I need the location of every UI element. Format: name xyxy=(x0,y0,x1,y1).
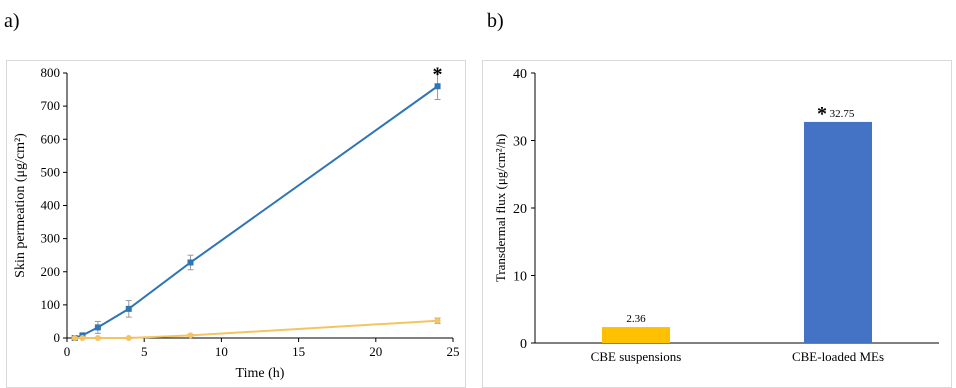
y-tick-label: 700 xyxy=(41,98,61,113)
data-point xyxy=(71,335,78,341)
data-point xyxy=(94,324,101,331)
data-point xyxy=(79,335,86,341)
significance-marker: * xyxy=(817,103,827,125)
transdermal-flux-chart: 0 10 20 30 40 Transdermal flux (μg/cm²/h) CBE … xyxy=(493,67,939,364)
x-axis-title: Time (h) xyxy=(236,366,285,381)
y-tick-label: 10 xyxy=(513,270,527,285)
data-point xyxy=(434,83,441,90)
bar-cbe-suspensions xyxy=(602,327,670,343)
y-tick-label: 40 xyxy=(513,67,527,82)
y-tick-label: 800 xyxy=(41,65,61,80)
value-label: 2.36 xyxy=(626,313,646,325)
x-tick-label: 20 xyxy=(369,344,382,359)
data-point xyxy=(187,332,194,339)
skin-permeation-chart: 0 100 200 300 400 500 600 700 800 0 5 10 15 20 25 Time … xyxy=(13,63,460,381)
data-point xyxy=(187,259,194,266)
x-tick-label: 15 xyxy=(292,344,305,359)
x-tick-label: 25 xyxy=(447,344,460,359)
y-tick-label: 600 xyxy=(41,131,61,146)
data-point xyxy=(125,305,132,312)
x-tick-label: 10 xyxy=(215,344,228,359)
data-point xyxy=(94,335,101,341)
y-tick-label: 100 xyxy=(41,297,61,312)
panel-a-label: a) xyxy=(4,10,20,32)
significance-marker: * xyxy=(433,63,443,85)
y-tick-label: 0 xyxy=(520,337,527,352)
chart-b-frame: 0 10 20 30 40 Transdermal flux (μg/cm²/h) CBE … xyxy=(482,60,952,388)
chart-a-frame: 0 100 200 300 400 500 600 700 800 0 5 10 15 20 25 Time … xyxy=(6,60,466,388)
y-tick-label: 300 xyxy=(41,231,61,246)
data-point xyxy=(125,335,132,341)
data-point xyxy=(434,317,441,324)
value-label: 32.75 xyxy=(830,108,855,120)
y-axis-title: Transdermal flux (μg/cm²/h) xyxy=(493,134,508,282)
category-label: CBE suspensions xyxy=(591,349,682,364)
x-tick-label: 0 xyxy=(64,344,71,359)
category-label: CBE-loaded MEs xyxy=(792,349,884,364)
y-axis-title: Skin permeation (μg/cm²) xyxy=(13,133,28,278)
panel-b-label: b) xyxy=(487,10,504,32)
y-tick-label: 30 xyxy=(513,135,527,150)
y-tick-label: 0 xyxy=(54,330,61,345)
y-tick-label: 400 xyxy=(41,198,61,213)
bar-cbe-loaded-mes xyxy=(804,121,872,343)
x-tick-label: 5 xyxy=(141,344,148,359)
y-tick-label: 200 xyxy=(41,264,61,279)
y-tick-label: 20 xyxy=(513,202,527,217)
y-tick-label: 500 xyxy=(41,164,61,179)
